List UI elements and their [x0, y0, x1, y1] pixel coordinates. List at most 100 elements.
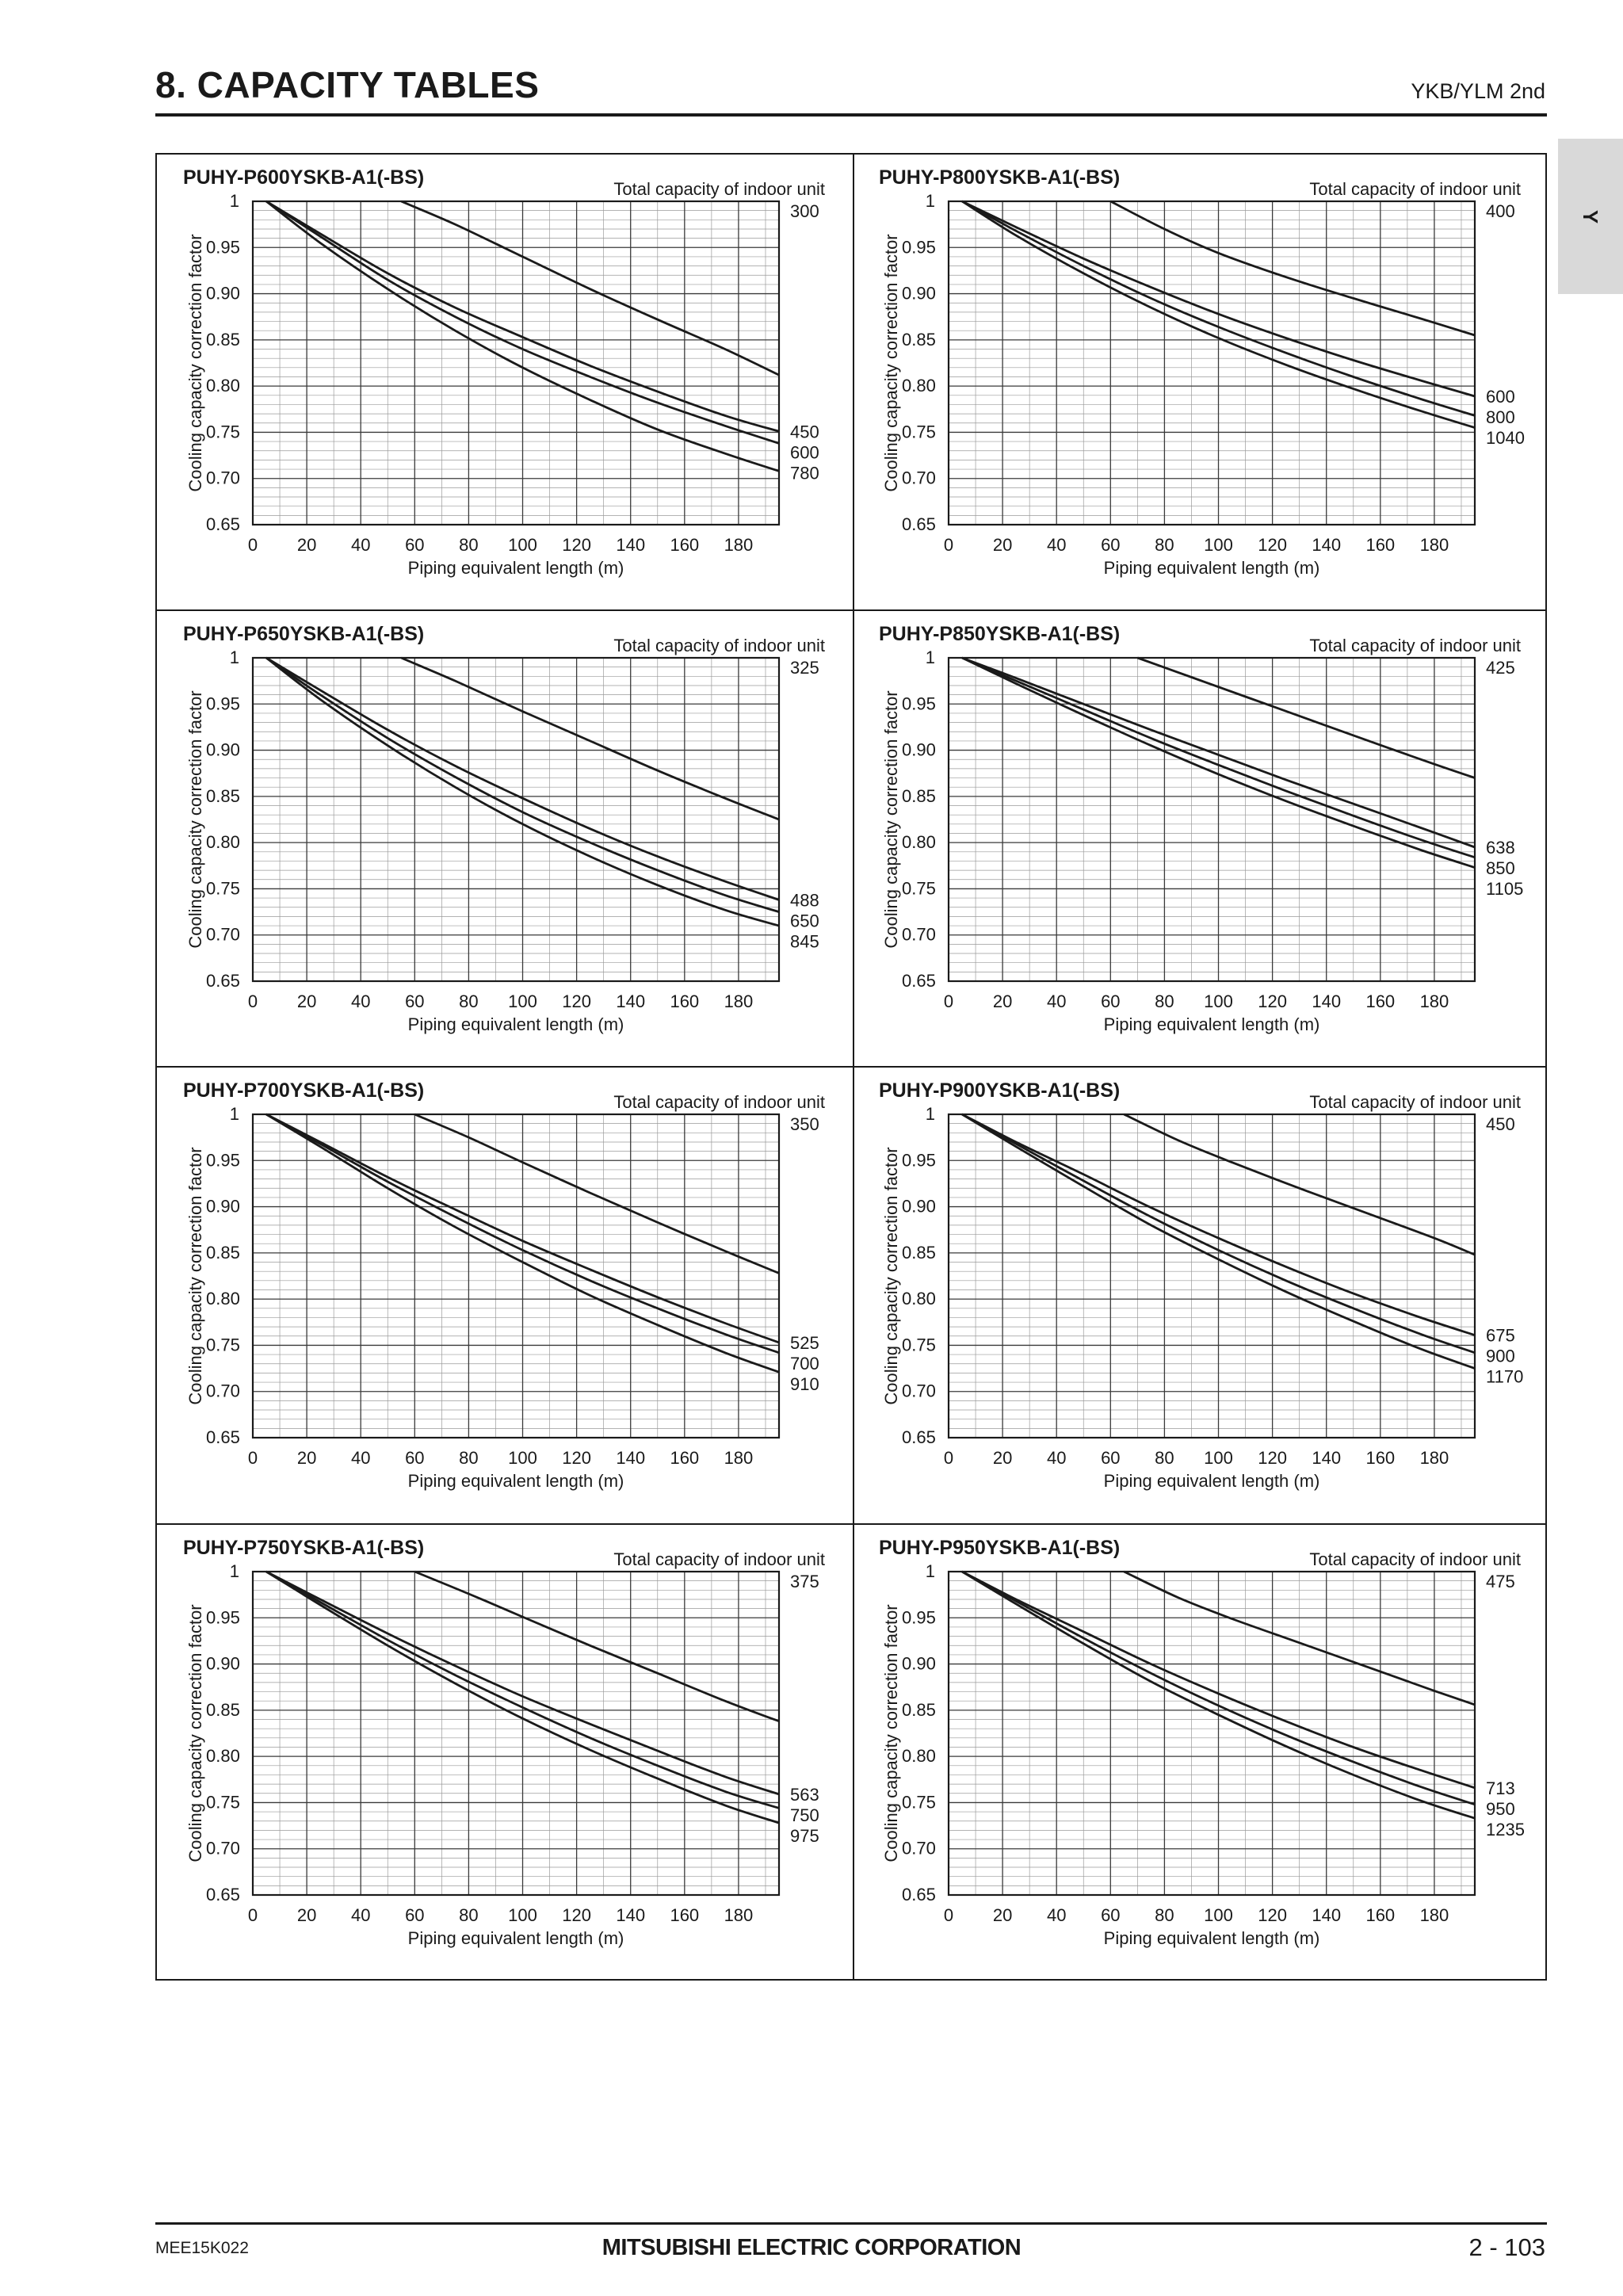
x-axis-label: Piping equivalent length (m) [1104, 1014, 1320, 1034]
y-tick-label: 0.90 [902, 740, 936, 760]
x-tick-label: 40 [1047, 1905, 1066, 1925]
x-tick-label: 160 [1365, 991, 1395, 1011]
x-tick-label: 60 [1101, 1905, 1120, 1925]
x-tick-label: 120 [1258, 535, 1287, 555]
series-label: 325 [790, 658, 819, 678]
y-tick-label: 0.90 [902, 1197, 936, 1217]
series-label: 300 [790, 201, 819, 221]
y-tick-label: 0.95 [206, 1607, 240, 1627]
y-tick-label: 0.95 [902, 693, 936, 713]
y-tick-label: 0.90 [902, 1654, 936, 1674]
x-tick-label: 20 [993, 1905, 1012, 1925]
y-tick-label: 0.70 [902, 468, 936, 488]
y-axis-label: Cooling capacity correction factor [881, 234, 901, 491]
minor-grid [949, 1572, 1475, 1895]
plot-frame [947, 200, 1476, 526]
series-line [961, 1113, 1476, 1354]
y-axis-label: Cooling capacity correction factor [185, 690, 205, 948]
series-line [265, 656, 780, 913]
doc-code: MEE15K022 [155, 2239, 249, 2257]
legend-title: Total capacity of indoor unit [1309, 1092, 1521, 1112]
series-line [1136, 656, 1476, 779]
grid-divider-row-1 [157, 609, 1545, 611]
chart-grid: PUHY-P600YSKB-A1(-BS) Total capacity of i… [155, 153, 1547, 1981]
series-line [414, 1113, 780, 1274]
x-tick-label: 160 [670, 991, 699, 1011]
legend-title: Total capacity of indoor unit [1309, 1549, 1521, 1569]
series-line [961, 656, 1476, 859]
chart-cell: PUHY-P850YSKB-A1(-BS) Total capacity of i… [853, 611, 1547, 1066]
side-tab[interactable]: Y [1558, 139, 1623, 294]
series-line [265, 1113, 780, 1344]
y-tick-label: 0.75 [206, 878, 240, 898]
y-tick-label: 0.95 [902, 1150, 936, 1170]
y-axis-label: Cooling capacity correction factor [185, 1147, 205, 1404]
x-tick-label: 80 [459, 1905, 478, 1925]
plot-frame [947, 1113, 1476, 1439]
y-tick-label: 0.85 [206, 786, 240, 806]
x-tick-label: 40 [351, 535, 370, 555]
x-tick-label: 80 [459, 1448, 478, 1468]
y-tick-label: 0.80 [902, 1746, 936, 1766]
x-tick-label: 0 [944, 535, 953, 555]
minor-grid [253, 658, 779, 981]
x-axis-label: Piping equivalent length (m) [1104, 1928, 1320, 1948]
chart-cell: PUHY-P950YSKB-A1(-BS) Total capacity of i… [853, 1525, 1547, 1980]
x-tick-label: 120 [562, 991, 591, 1011]
series-label: 750 [790, 1805, 819, 1825]
y-tick-label: 0.70 [902, 1381, 936, 1401]
x-tick-label: 160 [670, 1905, 699, 1925]
y-tick-label: 1 [230, 1104, 239, 1124]
series-line [961, 1570, 1476, 1820]
series-label: 1235 [1486, 1820, 1525, 1839]
chart-title: PUHY-P650YSKB-A1(-BS) [183, 623, 424, 645]
chart-cell: PUHY-P900YSKB-A1(-BS) Total capacity of i… [853, 1068, 1547, 1522]
x-tick-label: 180 [1420, 1448, 1449, 1468]
y-tick-label: 0.80 [206, 832, 240, 852]
y-tick-label: 0.80 [206, 1746, 240, 1766]
chart-title: PUHY-P750YSKB-A1(-BS) [183, 1537, 424, 1559]
series-label: 450 [1486, 1114, 1515, 1134]
series-line [961, 200, 1476, 398]
x-tick-label: 180 [1420, 535, 1449, 555]
series-label: 563 [790, 1785, 819, 1805]
series-label: 450 [790, 422, 819, 441]
x-tick-label: 40 [1047, 991, 1066, 1011]
chart-cell: PUHY-P600YSKB-A1(-BS) Total capacity of i… [157, 155, 851, 609]
x-tick-label: 20 [993, 535, 1012, 555]
major-grid [253, 1572, 779, 1895]
x-tick-label: 120 [562, 535, 591, 555]
series-line [265, 1570, 780, 1824]
x-tick-label: 40 [1047, 535, 1066, 555]
series-label: 845 [790, 931, 819, 951]
series-label: 900 [1486, 1347, 1515, 1366]
chart-svg: PUHY-P650YSKB-A1(-BS) Total capacity of i… [183, 623, 825, 1034]
page-number: 2 - 103 [1468, 2233, 1545, 2261]
x-tick-label: 140 [616, 1448, 645, 1468]
series-line [961, 200, 1476, 429]
chart-title: PUHY-P600YSKB-A1(-BS) [183, 166, 424, 189]
x-tick-label: 120 [562, 1448, 591, 1468]
chart-title: PUHY-P800YSKB-A1(-BS) [879, 166, 1120, 189]
x-tick-label: 60 [405, 1448, 424, 1468]
y-tick-label: 0.75 [206, 1792, 240, 1812]
x-axis-label: Piping equivalent length (m) [408, 1014, 624, 1034]
minor-grid [253, 1114, 779, 1438]
y-tick-label: 0.75 [206, 1335, 240, 1354]
y-tick-label: 0.65 [902, 971, 936, 991]
y-axis-label: Cooling capacity correction factor [881, 1604, 901, 1862]
series-line [414, 1570, 780, 1723]
y-tick-label: 0.90 [206, 1197, 240, 1217]
x-tick-label: 140 [1312, 1905, 1341, 1925]
x-tick-label: 180 [724, 1905, 754, 1925]
major-grid [253, 201, 779, 525]
series-label: 700 [790, 1354, 819, 1373]
series-label: 350 [790, 1114, 819, 1134]
major-grid [949, 1114, 1475, 1438]
y-tick-label: 1 [926, 1561, 935, 1581]
y-tick-label: 0.85 [902, 1243, 936, 1263]
x-axis-label: Piping equivalent length (m) [1104, 558, 1320, 578]
y-tick-label: 0.70 [206, 925, 240, 945]
x-tick-label: 0 [248, 535, 258, 555]
header-rule [155, 113, 1547, 117]
